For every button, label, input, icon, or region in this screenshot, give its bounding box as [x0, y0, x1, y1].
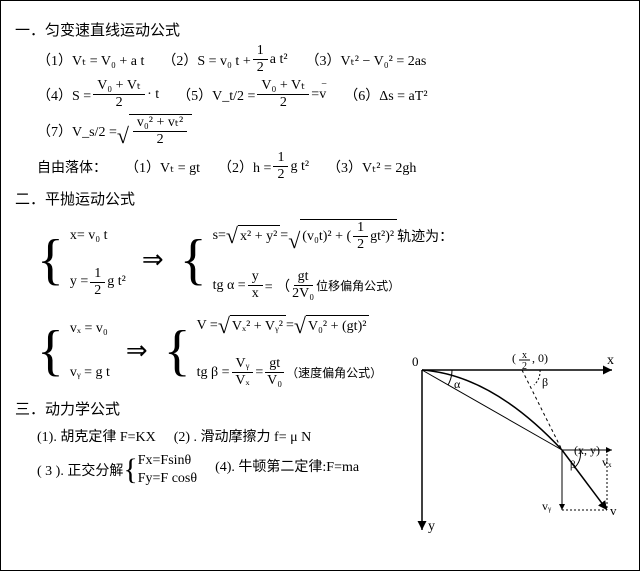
- svg-text:x: x: [522, 350, 527, 361]
- row-3: （7）V_s/2 = √ v₀² + vₜ²2: [15, 114, 625, 147]
- newton2: (4). 牛顿第二定律:F=ma: [215, 453, 359, 479]
- tg-alpha: tg α = yx = （ gt2V₀ 位移偏角公式）: [213, 270, 454, 301]
- V-eq: V = √Vₓ² + Vᵧ² = √V₀² + (gt)²: [197, 313, 383, 339]
- svg-text:vᵧ: vᵧ: [542, 499, 552, 513]
- freefall-label: 自由落体：: [37, 154, 107, 180]
- row-freefall: 自由落体： （1）Vₜ = gt （2）h = 12 g t² （3）Vₜ² =…: [15, 151, 625, 182]
- brace-icon: {: [180, 232, 207, 288]
- origin-label: 0: [412, 354, 419, 369]
- arrow-icon: ⇒: [126, 336, 148, 366]
- x-axis-label: x: [607, 353, 614, 368]
- vx-eq: vₓ = v₀: [70, 316, 110, 342]
- svg-text:β: β: [570, 459, 576, 471]
- svg-text:(: (: [512, 351, 516, 365]
- section-1-title: 一．匀变速直线运动公式: [15, 19, 625, 40]
- eq-2-pre: （2）S = v₀ t +: [162, 50, 250, 70]
- proj-y: y = 12 g t²: [70, 267, 126, 298]
- arrow-icon: ⇒: [142, 245, 164, 275]
- trajectory-diagram: 0 x y ( x 2 , 0) α β (x, y) vₓ vᵧ v β: [412, 350, 622, 545]
- svg-text:, 0): , 0): [532, 351, 548, 365]
- eq-3: （3）Vₜ² − V₀² = 2as: [306, 47, 427, 73]
- friction: (2) . 滑动摩擦力 f= μ N: [174, 423, 312, 449]
- section-2-title: 二．平抛运动公式: [15, 188, 625, 209]
- traj-s: s= √x² + y² = √ (v₀t)² + (12gt²)² 轨迹为：: [213, 219, 454, 252]
- row-1: （1）Vₜ = V₀ + a t （2）S = v₀ t + 12 a t² （…: [15, 44, 625, 75]
- tg-beta: tg β = VᵧVₓ = gtV₀ （速度偏角公式）: [197, 357, 383, 388]
- projectile-pos: { x= v₀ t y = 12 g t² ⇒ { s= √x² + y² = …: [37, 219, 453, 301]
- svg-text:β: β: [542, 375, 548, 389]
- proj-x: x= v₀ t: [70, 223, 126, 249]
- eq-4: （4）S = V₀ + Vₜ2 · t: [37, 79, 159, 110]
- brace-icon: {: [37, 232, 64, 288]
- eq-7: （7）V_s/2 = √ v₀² + vₜ²2: [37, 114, 192, 147]
- row-2: （4）S = V₀ + Vₜ2 · t （5）V_t/2 = V₀ + Vₜ2 …: [15, 79, 625, 110]
- brace-icon: {: [123, 455, 137, 485]
- ff-2: （2）h = 12 g t²: [218, 151, 309, 182]
- svg-text:v: v: [610, 503, 617, 518]
- projectile-vel: { vₓ = v₀ vᵧ = g t ⇒ { V = √Vₓ² + Vᵧ² = …: [37, 313, 382, 388]
- ortho: ( 3 ). 正交分解 { Fx=Fsinθ Fy=F cosθ: [37, 453, 197, 487]
- brace-icon: {: [164, 323, 191, 379]
- y-axis-label: y: [428, 519, 435, 534]
- eq-2: （2）S = v₀ t + 12 a t²: [162, 44, 287, 75]
- eq-5: （5）V_t/2 = V₀ + Vₜ2 = v: [177, 79, 326, 110]
- vy-eq: vᵧ = g t: [70, 360, 110, 386]
- ff-1: （1）Vₜ = gt: [125, 154, 200, 180]
- eq-2-post: a t²: [270, 52, 288, 68]
- hooke: (1). 胡克定律 F=KX: [37, 423, 156, 449]
- eq-2-frac: 12: [253, 44, 268, 75]
- eq-1: （1）Vₜ = V₀ + a t: [37, 47, 144, 73]
- svg-text:2: 2: [522, 361, 527, 372]
- svg-text:α: α: [454, 377, 461, 391]
- brace-icon: {: [37, 323, 64, 379]
- ff-3: （3）Vₜ² = 2gh: [327, 154, 416, 180]
- eq-6: （6）Δs = aT²: [344, 82, 427, 108]
